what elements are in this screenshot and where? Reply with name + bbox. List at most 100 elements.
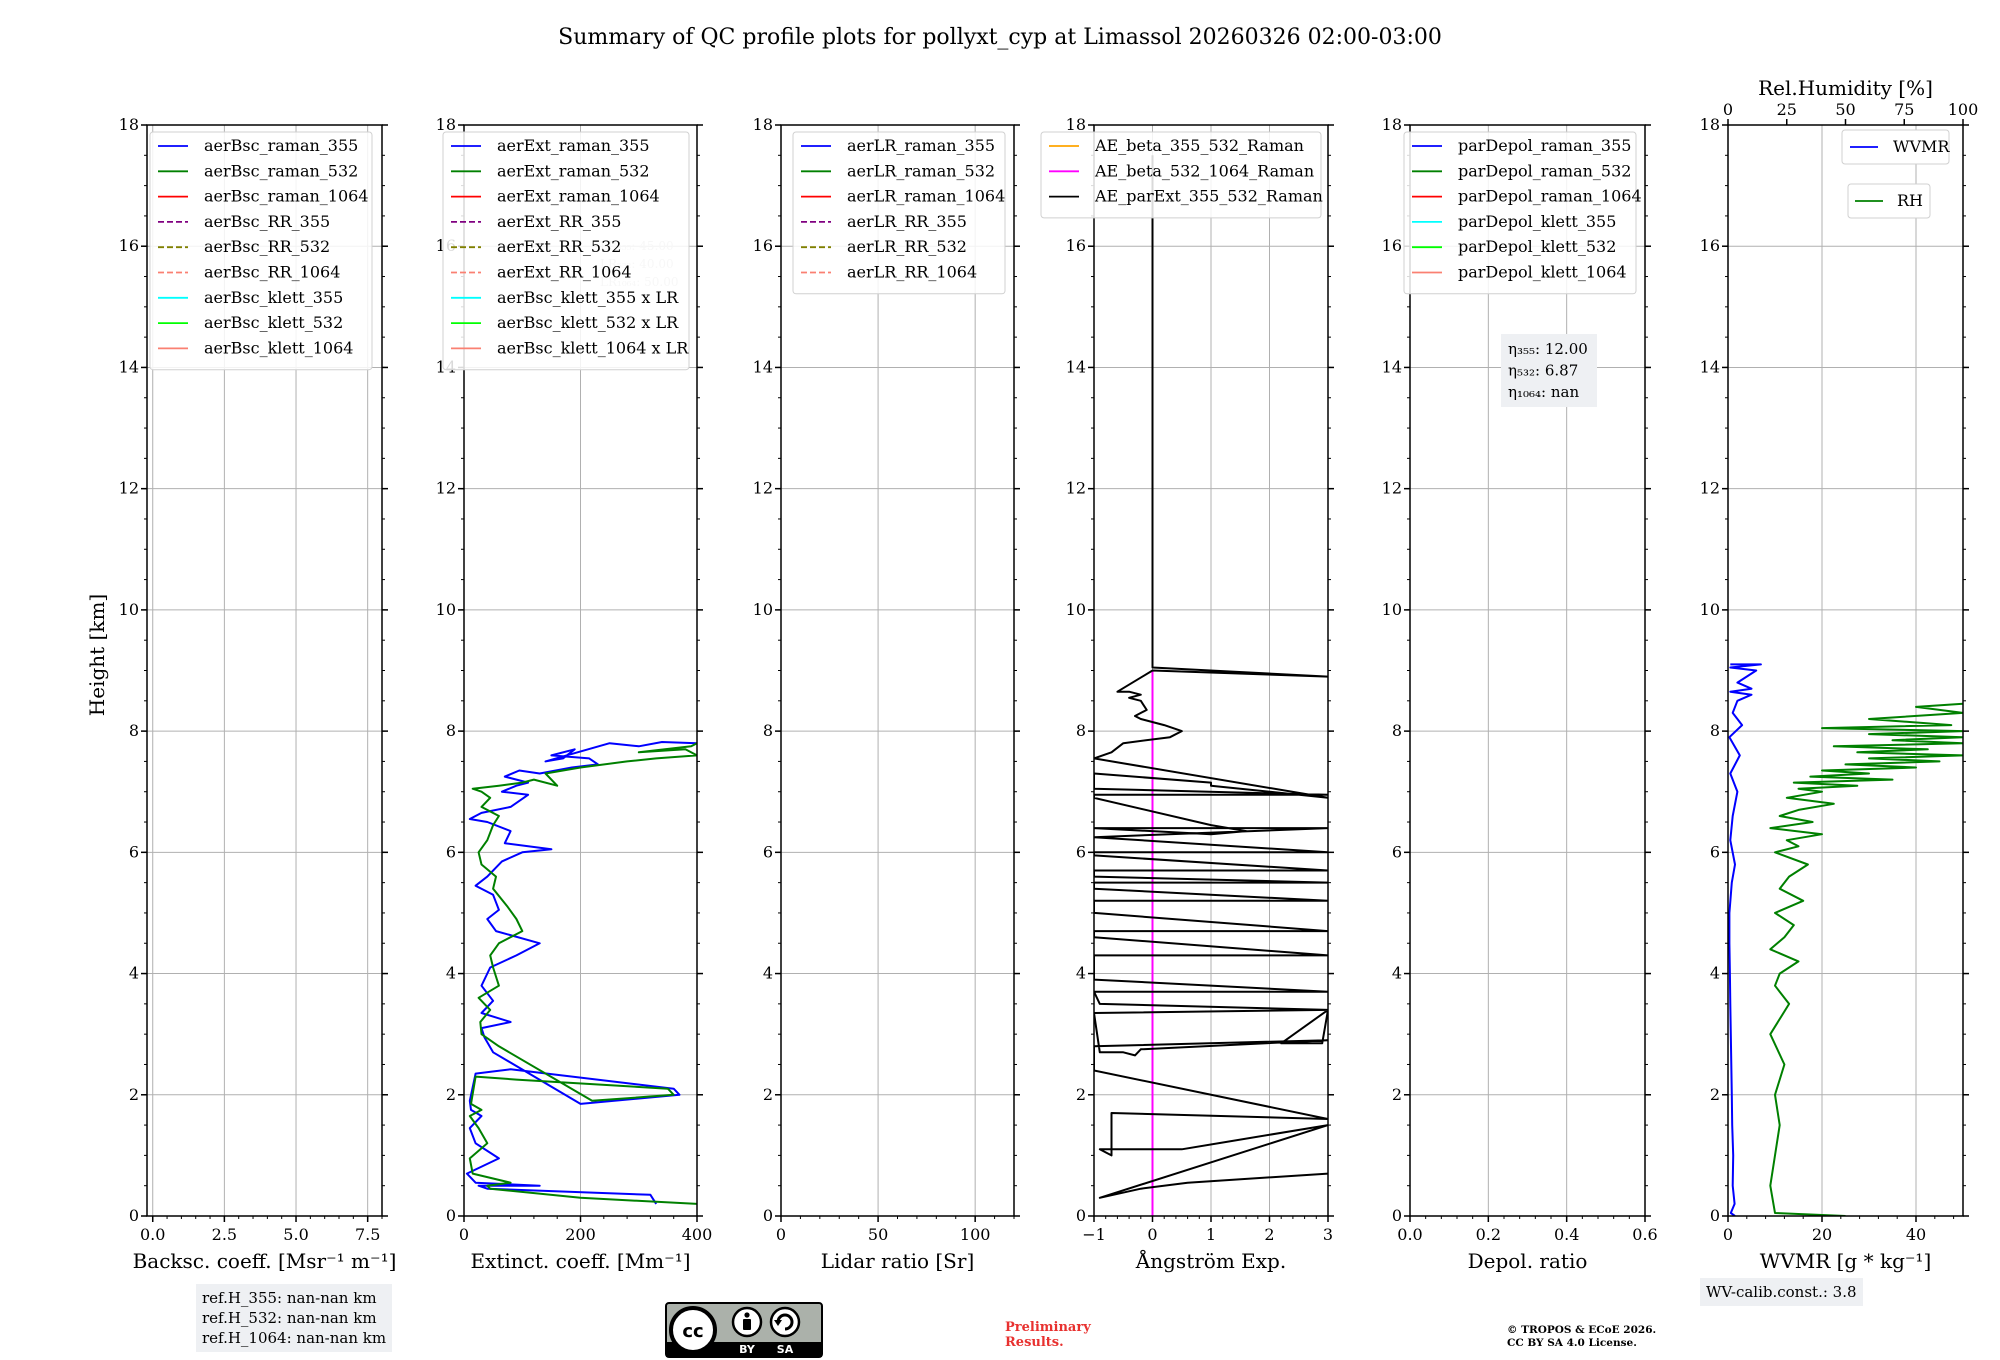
attribution-icon-head <box>744 1312 750 1318</box>
axes-frame <box>1727 124 1964 1217</box>
y-tick-label: 10 <box>753 600 773 619</box>
eta-box-bg <box>1501 334 1597 407</box>
top-x-tick-label: 75 <box>1894 100 1914 119</box>
legend-box <box>442 131 690 371</box>
legend-label: aerExt_RR_532 <box>497 237 621 256</box>
y-tick-label: 10 <box>1382 600 1402 619</box>
legend-label: aerLR_raman_532 <box>847 161 995 180</box>
x-tick-label: 0.0 <box>140 1225 165 1244</box>
y-tick-label: 6 <box>446 842 456 861</box>
y-tick-label: 8 <box>763 721 773 740</box>
wv-calibration-box: WV-calib.const.: 3.8 <box>1700 1278 1863 1306</box>
y-tick-label: 8 <box>446 721 456 740</box>
panel-water_vapor: 0 20 40 0 2 4 6 8 10 12 14 16 18 WVMR [g * kg⁻¹] 0 25 50… <box>1700 76 1979 1273</box>
legend-box <box>1403 131 1637 295</box>
eta-value: η₃₅₅: 12.00 <box>1508 340 1588 358</box>
share-alike-icon-arrow <box>774 1320 782 1326</box>
y-tick-label: 8 <box>1076 721 1086 740</box>
y-tick-label: 4 <box>446 964 456 983</box>
legend-box <box>1847 183 1931 219</box>
x-tick-label: 0.6 <box>1632 1225 1657 1244</box>
cc-license-badge: cc BY SA <box>665 1302 823 1358</box>
panel-lidar_ratio: 0 50 100 0 2 4 6 8 10 12 14 16 18 Lidar ratio [Sr] aer… <box>753 115 1020 1273</box>
legend: aerBsc_raman_355 aerBsc_raman_532 aerBsc_r… <box>149 131 373 371</box>
legend-rh: RH <box>1847 183 1931 219</box>
x-tick-label: 40 <box>1906 1225 1926 1244</box>
legend: aerExt_raman_355 aerExt_raman_532 aerExt_r… <box>442 131 690 371</box>
y-tick-label: 2 <box>1076 1085 1086 1104</box>
copyright-line-1: © TROPOS & ECoE 2026. <box>1507 1324 1657 1336</box>
x-tick-label: 2 <box>1264 1225 1274 1244</box>
y-tick-label: 6 <box>1076 842 1086 861</box>
cc-by-label: BY <box>739 1343 756 1356</box>
legend-label: AE_parExt_355_532_Raman <box>1094 187 1323 206</box>
y-tick-label: 8 <box>1392 721 1402 740</box>
y-tick-label: 10 <box>119 600 139 619</box>
y-tick-label: 2 <box>1392 1085 1402 1104</box>
x-tick-label: 3 <box>1323 1225 1333 1244</box>
y-tick-label: 16 <box>1066 236 1086 255</box>
y-tick-label: 18 <box>753 115 773 134</box>
y-tick-label: 12 <box>436 479 456 498</box>
legend-label: aerExt_raman_1064 <box>497 187 660 206</box>
top-x-axis-label: Rel.Humidity [%] <box>1758 76 1933 100</box>
x-tick-label: 400 <box>682 1225 713 1244</box>
legend-label: aerBsc_klett_532 <box>204 313 343 332</box>
y-tick-label: 0 <box>1392 1206 1402 1225</box>
ref-height-1064: ref.H_1064: nan-nan km <box>202 1329 387 1347</box>
x-tick-label: 20 <box>1812 1225 1832 1244</box>
x-tick-label: 0 <box>776 1225 786 1244</box>
eta-value: η₁₀₆₄: nan <box>1508 383 1579 401</box>
legend-label: parDepol_klett_1064 <box>1458 263 1627 282</box>
y-tick-label: 14 <box>1066 357 1086 376</box>
x-tick-label: 7.5 <box>355 1225 380 1244</box>
x-tick-label: 0 <box>459 1225 469 1244</box>
y-tick-label: 14 <box>1382 357 1402 376</box>
y-tick-label: 4 <box>1076 964 1086 983</box>
panel-backscatter: 0.0 2.5 5.0 7.5 0 2 4 6 8 10 12 14 16 18 Backsc. coeff… <box>119 115 397 1273</box>
x-axis-label: Extinct. coeff. [Mm⁻¹] <box>470 1249 690 1273</box>
y-tick-label: 0 <box>446 1206 456 1225</box>
legend-label: WVMR <box>1893 137 1950 156</box>
legend-label: aerBsc_klett_532 x LR <box>497 313 679 332</box>
y-tick-label: 18 <box>436 115 456 134</box>
legend-wvmr: WVMR <box>1841 129 1950 165</box>
legend-label: aerExt_RR_1064 <box>497 263 632 282</box>
y-tick-label: 4 <box>763 964 773 983</box>
legend-label: aerExt_raman_355 <box>497 136 650 155</box>
x-axis-label: Backsc. coeff. [Msr⁻¹ m⁻¹] <box>133 1249 397 1273</box>
y-tick-label: 16 <box>1700 236 1720 255</box>
legend-label: aerBsc_raman_1064 <box>204 187 369 206</box>
x-tick-label: 5.0 <box>283 1225 308 1244</box>
y-tick-label: 14 <box>753 357 773 376</box>
y-tick-label: 2 <box>446 1085 456 1104</box>
x-tick-label: 0.0 <box>1397 1225 1422 1244</box>
y-tick-label: 12 <box>119 479 139 498</box>
preliminary-line-1: Preliminary <box>1005 1320 1091 1335</box>
legend-label: aerBsc_klett_355 x LR <box>497 288 679 307</box>
attribution-icon-body <box>743 1319 751 1330</box>
x-tick-label: 0 <box>1147 1225 1157 1244</box>
legend-box <box>1040 131 1322 219</box>
cc-icon-label: cc <box>682 1321 703 1342</box>
eta-value: η₅₃₂: 6.87 <box>1508 362 1578 380</box>
legend-label: parDepol_raman_355 <box>1458 136 1631 155</box>
y-tick-label: 14 <box>1700 357 1720 376</box>
legend-label: parDepol_klett_355 <box>1458 212 1616 231</box>
y-tick-label: 10 <box>1066 600 1086 619</box>
x-tick-label: 50 <box>868 1225 888 1244</box>
legend-label: parDepol_raman_1064 <box>1458 187 1642 206</box>
legend-label: aerLR_RR_355 <box>847 212 967 231</box>
legend-label: parDepol_raman_532 <box>1458 161 1631 180</box>
x-tick-label: 200 <box>565 1225 596 1244</box>
x-tick-label: 100 <box>960 1225 991 1244</box>
x-tick-label: 0.4 <box>1554 1225 1579 1244</box>
cc-icon <box>669 1306 717 1354</box>
x-tick-label: 1 <box>1206 1225 1216 1244</box>
y-tick-label: 8 <box>1710 721 1720 740</box>
legend-label: AE_beta_355_532_Raman <box>1094 136 1304 155</box>
share-alike-icon-arc <box>776 1313 794 1331</box>
y-tick-label: 16 <box>753 236 773 255</box>
